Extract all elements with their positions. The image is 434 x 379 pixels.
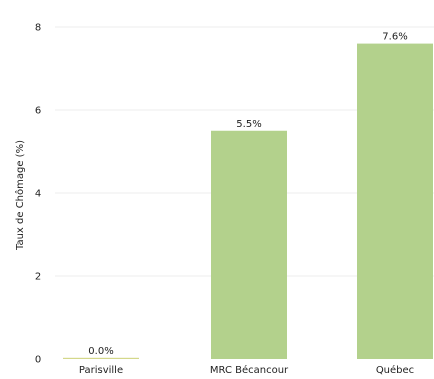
y-tick-label: 0 bbox=[35, 355, 41, 366]
bar bbox=[211, 130, 287, 359]
y-tick-label: 2 bbox=[35, 272, 41, 283]
bar bbox=[63, 357, 139, 359]
bar-value-labels: 0.0% 5.5% 7.6% bbox=[88, 32, 407, 357]
x-tick-label: MRC Bécancour bbox=[210, 364, 289, 376]
bars bbox=[63, 43, 433, 359]
bar-value-label: 0.0% bbox=[88, 346, 113, 357]
y-tick-label: 8 bbox=[35, 23, 41, 34]
y-tick-label: 4 bbox=[35, 189, 41, 200]
bar-value-label: 5.5% bbox=[236, 119, 261, 130]
y-axis-title: Taux de Chômage (%) bbox=[14, 140, 26, 251]
y-tick-label: 6 bbox=[35, 106, 41, 117]
x-tick-label: Parisville bbox=[79, 365, 123, 376]
x-axis-ticks: Parisville MRC Bécancour Québec bbox=[79, 364, 414, 376]
bar-value-label: 7.6% bbox=[382, 32, 407, 43]
bar bbox=[357, 43, 433, 359]
x-tick-label: Québec bbox=[376, 364, 414, 376]
y-axis-ticks: 0 2 4 6 8 bbox=[35, 23, 41, 366]
